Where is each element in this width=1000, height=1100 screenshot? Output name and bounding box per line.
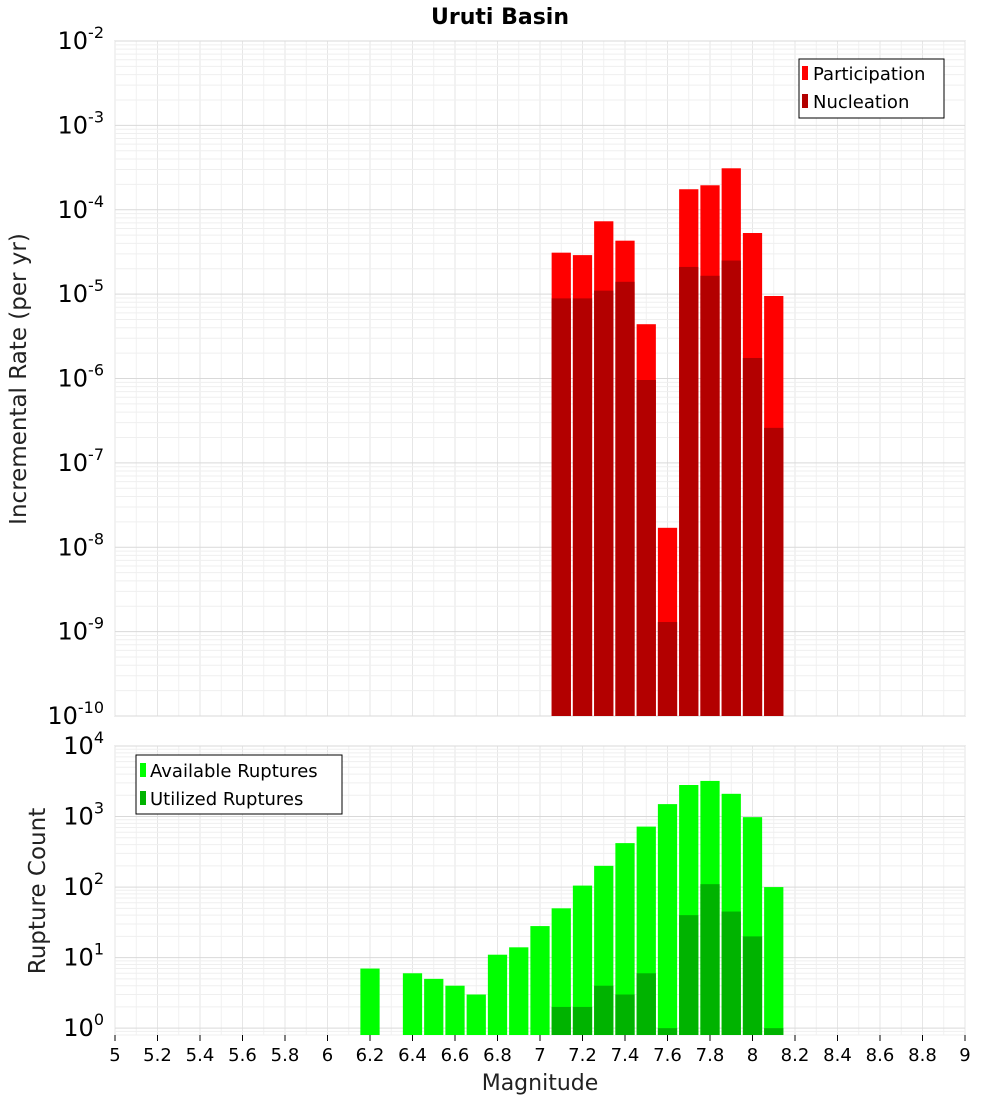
y-tick-label: 102: [63, 869, 104, 901]
legend-swatch-available: [140, 763, 146, 777]
utilized-ruptures-bar: [742, 936, 763, 1035]
utilized-ruptures-bar: [700, 884, 720, 1035]
x-tick-label: 8.8: [908, 1045, 937, 1066]
utilized-ruptures-bar: [764, 1028, 784, 1035]
nucleation-bar: [615, 281, 635, 716]
available-ruptures-bar: [530, 926, 550, 1035]
utilized-ruptures-bar: [572, 1006, 593, 1035]
nucleation-bar: [700, 275, 720, 716]
y-tick-label: 10-2: [58, 23, 105, 55]
y-tick-label: 10-10: [47, 698, 104, 730]
available-ruptures-bar: [487, 954, 508, 1035]
x-tick-label: 8: [747, 1045, 758, 1066]
x-tick-label: 6.4: [398, 1045, 427, 1066]
nucleation-bar: [657, 622, 678, 716]
available-ruptures-bar: [509, 947, 529, 1035]
x-tick-label: 8.6: [866, 1045, 895, 1066]
bottom-y-axis-label: Rupture Count: [25, 808, 51, 974]
x-tick-label: 8.4: [823, 1045, 852, 1066]
y-tick-label: 104: [63, 728, 104, 760]
x-tick-label: 5.8: [271, 1045, 300, 1066]
available-ruptures-bar: [615, 843, 635, 1035]
utilized-ruptures-bar: [615, 994, 635, 1035]
available-ruptures-bar: [402, 973, 423, 1035]
nucleation-bar: [742, 357, 763, 716]
utilized-ruptures-bar: [551, 1006, 571, 1035]
chart-title: Uruti Basin: [431, 5, 569, 30]
x-axis-ticks: 5 5.2 5.4 5.6 5.8 6 6.2 6.4 6.6 6.8 7 7.2 7.4 7.6 7.8 8…: [109, 1035, 971, 1066]
x-tick-label: 6.8: [483, 1045, 512, 1066]
bottom-bars: [360, 780, 784, 1035]
available-ruptures-bar: [764, 887, 784, 1035]
y-tick-label: 101: [63, 940, 104, 972]
x-tick-label: 6.6: [441, 1045, 470, 1066]
legend-label-available: Available Ruptures: [150, 761, 318, 782]
x-tick-label: 6: [322, 1045, 333, 1066]
x-tick-label: 7.2: [568, 1045, 597, 1066]
y-tick-label: 10-3: [58, 107, 105, 139]
x-tick-label: 6.2: [356, 1045, 385, 1066]
legend-swatch-participation: [802, 66, 808, 80]
utilized-ruptures-bar: [594, 985, 614, 1035]
available-ruptures-bar: [445, 985, 465, 1035]
top-legend: Participation Nucleation: [798, 58, 945, 119]
nucleation-bar: [594, 290, 614, 716]
utilized-ruptures-bar: [657, 1028, 678, 1035]
bottom-legend: Available Ruptures Utilized Ruptures: [135, 754, 343, 815]
y-tick-label: 100: [63, 1010, 104, 1042]
y-tick-label: 10-6: [58, 361, 105, 393]
available-ruptures-bar: [572, 885, 593, 1035]
x-tick-label: 7: [534, 1045, 545, 1066]
nucleation-bar: [679, 266, 699, 716]
y-tick-label: 10-4: [58, 192, 105, 224]
bottom-y-ticks: 104 103 102 101 100: [63, 728, 104, 1042]
available-ruptures-bar: [551, 908, 571, 1035]
y-tick-label: 10-5: [58, 276, 105, 308]
x-tick-label: 7.8: [696, 1045, 725, 1066]
legend-label-nucleation: Nucleation: [813, 92, 909, 113]
y-tick-label: 10-8: [58, 529, 105, 561]
top-y-ticks: 10-2 10-3 10-4 10-5 10-6 10-7 10-8 10-9 10-10: [47, 23, 104, 730]
nucleation-bar: [721, 260, 741, 716]
utilized-ruptures-bar: [721, 911, 741, 1035]
legend-swatch-nucleation: [802, 94, 808, 108]
x-tick-label: 5: [109, 1045, 120, 1066]
legend-swatch-utilized: [140, 791, 146, 805]
legend-label-utilized: Utilized Ruptures: [150, 789, 303, 810]
x-tick-label: 5.2: [143, 1045, 172, 1066]
available-ruptures-bar: [424, 978, 444, 1035]
available-ruptures-bar: [360, 968, 380, 1035]
available-ruptures-bar: [466, 994, 486, 1035]
x-axis-label: Magnitude: [482, 1071, 599, 1096]
nucleation-bar: [551, 298, 571, 716]
x-tick-label: 7.6: [653, 1045, 682, 1066]
y-tick-label: 10-7: [58, 445, 105, 477]
utilized-ruptures-bar: [679, 915, 699, 1035]
nucleation-bar: [572, 298, 593, 716]
top-bars: [551, 168, 784, 717]
top-y-axis-label: Incremental Rate (per yr): [6, 233, 32, 525]
utilized-ruptures-bar: [636, 973, 656, 1035]
x-tick-label: 9: [959, 1045, 970, 1066]
x-tick-label: 7.4: [611, 1045, 640, 1066]
available-ruptures-bar: [657, 804, 678, 1035]
nucleation-bar: [764, 427, 784, 716]
y-tick-label: 10-9: [58, 614, 105, 646]
y-tick-label: 103: [63, 799, 104, 831]
top-gridlines: [114, 40, 966, 717]
x-tick-label: 5.6: [228, 1045, 257, 1066]
nucleation-bar: [636, 379, 656, 716]
x-tick-label: 5.4: [186, 1045, 215, 1066]
legend-label-participation: Participation: [813, 64, 925, 85]
x-tick-label: 8.2: [781, 1045, 810, 1066]
